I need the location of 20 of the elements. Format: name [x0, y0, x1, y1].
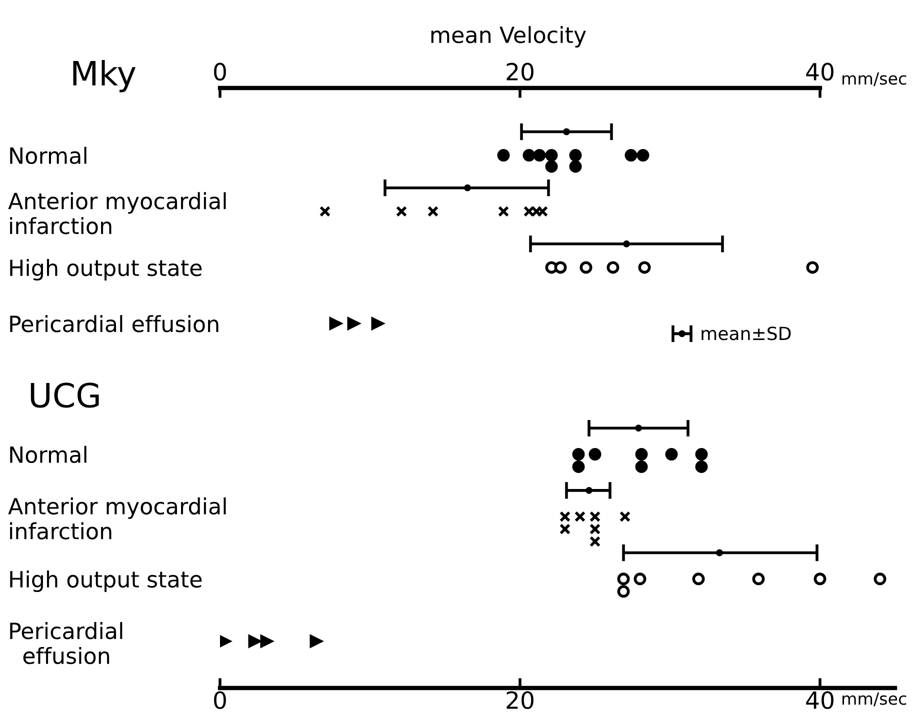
y-tick-label: Anterior myocardial infarction	[8, 192, 226, 234]
text: mm/sec	[842, 72, 906, 86]
x2-axis-title: mean Velocity	[431, 26, 586, 48]
legend-label: mean±SD	[702, 326, 791, 340]
x2-tick-label: 0	[214, 62, 226, 81]
x2-tick-label: 20	[506, 62, 534, 81]
x-tick-label: 40	[806, 691, 834, 710]
y-tick-label: Normal	[10, 446, 86, 464]
y-tick-label: Pericardial effusion	[10, 315, 218, 332]
x-tick-label: 20	[506, 691, 534, 710]
y-tick-label: Normal	[10, 146, 86, 164]
y-tick-label: High output state	[10, 259, 202, 281]
text: mm/sec	[842, 692, 906, 706]
y-tick-label: Anterior myocardial infarction	[8, 497, 226, 540]
x2-tick-label: 40	[806, 62, 834, 81]
y-tick-label: High output state	[10, 570, 202, 592]
chart-title: UCG	[30, 382, 99, 408]
x-tick-label: 0	[214, 691, 226, 710]
y-tick-label: Pericardial effusion	[10, 622, 122, 664]
chart-title: Mky	[73, 60, 136, 92]
